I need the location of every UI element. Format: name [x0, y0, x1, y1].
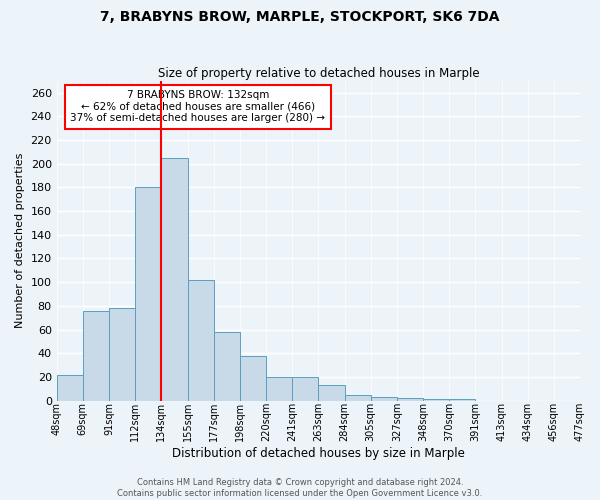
- Bar: [371, 397, 397, 400]
- Bar: [214, 332, 240, 400]
- Bar: [319, 386, 344, 400]
- Bar: [240, 356, 266, 401]
- Bar: [397, 398, 423, 400]
- Bar: [292, 377, 319, 400]
- Bar: [187, 280, 214, 400]
- Bar: [83, 310, 109, 400]
- Text: Contains HM Land Registry data © Crown copyright and database right 2024.
Contai: Contains HM Land Registry data © Crown c…: [118, 478, 482, 498]
- Y-axis label: Number of detached properties: Number of detached properties: [15, 153, 25, 328]
- Bar: [135, 188, 161, 400]
- X-axis label: Distribution of detached houses by size in Marple: Distribution of detached houses by size …: [172, 447, 465, 460]
- Bar: [266, 377, 292, 400]
- Title: Size of property relative to detached houses in Marple: Size of property relative to detached ho…: [158, 66, 479, 80]
- Bar: [161, 158, 187, 400]
- Bar: [109, 308, 135, 400]
- Bar: [56, 374, 83, 400]
- Bar: [344, 395, 371, 400]
- Text: 7 BRABYNS BROW: 132sqm
← 62% of detached houses are smaller (466)
37% of semi-de: 7 BRABYNS BROW: 132sqm ← 62% of detached…: [70, 90, 325, 124]
- Text: 7, BRABYNS BROW, MARPLE, STOCKPORT, SK6 7DA: 7, BRABYNS BROW, MARPLE, STOCKPORT, SK6 …: [100, 10, 500, 24]
